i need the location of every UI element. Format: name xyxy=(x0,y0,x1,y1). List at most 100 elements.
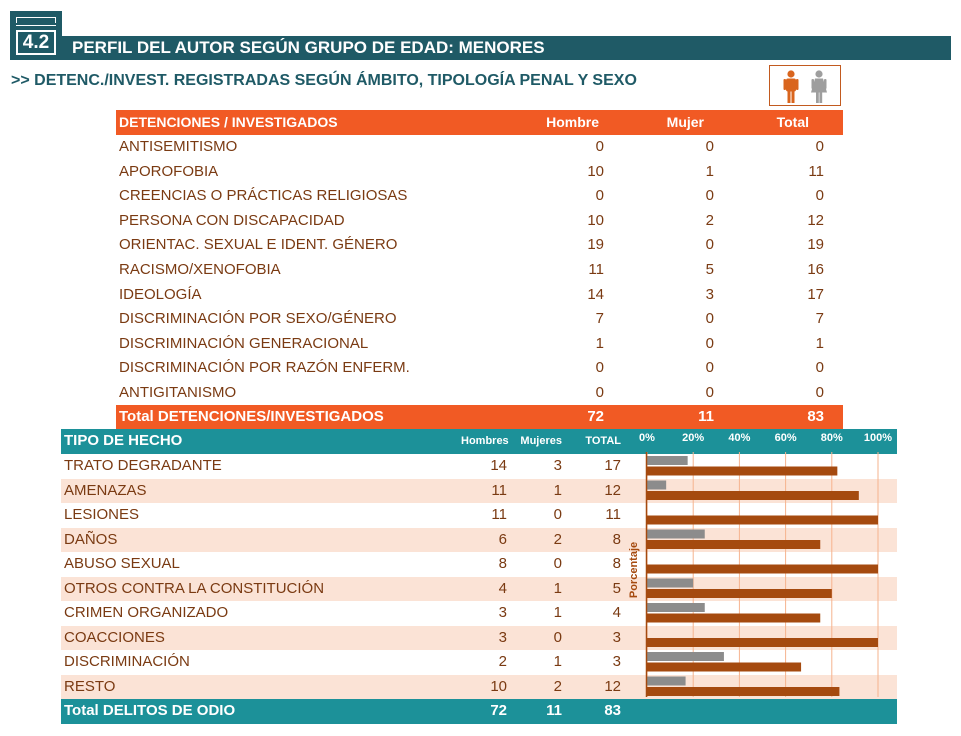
table1-row-label: ANTIGITANISMO xyxy=(119,384,237,401)
table1-row-label: IDEOLOGÍA xyxy=(119,285,202,303)
table2-row-total: 5 xyxy=(612,579,621,597)
table1-row-hombre: 19 xyxy=(587,236,604,254)
table2-row: RESTO 10 2 12 xyxy=(61,674,897,700)
table1-row-mujer: 0 xyxy=(705,187,714,205)
table2-row-mujeres: 2 xyxy=(553,530,562,548)
section-header-bar xyxy=(10,36,951,60)
table2-header-hombres: Hombres xyxy=(461,435,509,447)
table2-row-label: CRIMEN ORGANIZADO xyxy=(64,604,229,621)
table2-row: DISCRIMINACIÓN 2 1 3 xyxy=(61,650,897,675)
table1-row-hombre: 10 xyxy=(587,211,604,229)
table1-row: ORIENTAC. SEXUAL E IDENT. GÉNERO 19 0 19 xyxy=(116,233,843,258)
table2-row: ABUSO SEXUAL 8 0 8 xyxy=(61,552,897,577)
table2-row-mujeres: 0 xyxy=(553,628,562,646)
table1-header-total: Total xyxy=(776,114,809,130)
table2-total-total: 83 xyxy=(604,702,621,719)
page-title: PERFIL DEL AUTOR SEGÚN GRUPO DE EDAD: ME… xyxy=(72,38,545,57)
table2-row-total: 8 xyxy=(612,555,621,572)
male-icon xyxy=(783,70,799,103)
table2-row-mujeres: 2 xyxy=(553,677,562,695)
table1-row-total: 0 xyxy=(815,384,824,401)
table1-row: DISCRIMINACIÓN POR SEXO/GÉNERO 7 0 7 xyxy=(116,307,843,332)
table1-total-hombre: 72 xyxy=(587,408,604,425)
table2-row-hombres: 3 xyxy=(498,604,507,621)
table2-row: COACCIONES 3 0 3 xyxy=(61,625,897,651)
table1-row-label: RACISMO/XENOFOBIA xyxy=(119,261,281,278)
table1-row-mujer: 5 xyxy=(705,261,714,278)
table1-row-total: 7 xyxy=(815,310,824,328)
table1-row-hombre: 1 xyxy=(595,334,604,352)
table1-row-hombre: 0 xyxy=(595,187,604,205)
table2-row-total: 3 xyxy=(612,628,621,646)
table1-row-mujer: 0 xyxy=(705,359,714,377)
table1-row-label: ORIENTAC. SEXUAL E IDENT. GÉNERO xyxy=(119,236,398,254)
table1-row-label: CREENCIAS O PRÁCTICAS RELIGIOSAS xyxy=(119,187,408,205)
table2-row: DAÑOS 6 2 8 xyxy=(61,527,897,553)
table1-row: APOROFOBIA 10 1 11 xyxy=(116,160,843,185)
table2-row: CRIMEN ORGANIZADO 3 1 4 xyxy=(61,601,897,626)
table1-total-mujer: 11 xyxy=(698,408,714,425)
table1-row-label: DISCRIMINACIÓN POR SEXO/GÉNERO xyxy=(119,310,397,328)
table2-row-total: 17 xyxy=(604,457,621,474)
table2-row-mujeres: 0 xyxy=(553,506,562,523)
table1-row-label: DISCRIMINACIÓN POR RAZÓN ENFERM. xyxy=(119,359,410,377)
table1-header: DETENCIONES / INVESTIGADOS Hombre Mujer … xyxy=(116,110,843,135)
table1-header-label: DETENCIONES / INVESTIGADOS xyxy=(119,114,338,130)
table2-row-hombres: 8 xyxy=(498,555,507,572)
table2-row-mujeres: 0 xyxy=(553,555,562,572)
table1-row: IDEOLOGÍA 14 3 17 xyxy=(116,283,843,308)
table1-row-total: 19 xyxy=(807,236,824,254)
table2-row-hombres: 2 xyxy=(498,653,507,670)
table2-row-label: COACCIONES xyxy=(64,628,165,646)
table1-row-hombre: 14 xyxy=(587,285,604,303)
table1-row-label: PERSONA CON DISCAPACIDAD xyxy=(119,211,345,229)
female-icon xyxy=(811,70,827,103)
table1-row-mujer: 0 xyxy=(705,236,714,254)
table2-row-label: OTROS CONTRA LA CONSTITUCIÓN xyxy=(64,579,325,597)
table2-total-row: Total DELITOS DE ODIO 72 11 83 xyxy=(61,699,897,724)
table2-row-label: AMENAZAS xyxy=(64,481,147,499)
table2-row: TRATO DEGRADANTE 14 3 17 xyxy=(61,454,897,479)
table1-row-label: DISCRIMINACIÓN GENERACIONAL xyxy=(119,334,369,352)
table2-row: OTROS CONTRA LA CONSTITUCIÓN 4 1 5 xyxy=(61,576,897,602)
section-number: 4.2 xyxy=(16,30,56,55)
table1-row: ANTIGITANISMO 0 0 0 xyxy=(116,381,843,406)
table1-row-hombre: 10 xyxy=(587,162,604,180)
table1-row-total: 16 xyxy=(807,261,824,278)
table1-row: DISCRIMINACIÓN POR RAZÓN ENFERM. 0 0 0 xyxy=(116,356,843,381)
table2-row-total: 12 xyxy=(604,677,621,695)
table1-header-hombre: Hombre xyxy=(546,114,599,130)
gender-icons xyxy=(769,65,841,106)
table2-header-total: TOTAL xyxy=(585,435,621,447)
table2-row-hombres: 11 xyxy=(491,481,507,499)
table2-row-mujeres: 1 xyxy=(553,481,562,499)
table1-row-total: 17 xyxy=(807,285,824,303)
table2-row-total: 12 xyxy=(604,481,621,499)
table1-row-mujer: 0 xyxy=(705,138,714,155)
table1-header-mujer: Mujer xyxy=(666,114,704,130)
table2-row-label: ABUSO SEXUAL xyxy=(64,555,180,572)
table1-row-total: 0 xyxy=(815,138,824,155)
table2-header: TIPO DE HECHO Hombres Mujeres TOTAL xyxy=(61,429,897,454)
table1-row: DISCRIMINACIÓN GENERACIONAL 1 0 1 xyxy=(116,332,843,357)
table2-row-label: LESIONES xyxy=(64,506,140,523)
table1-total-label: Total DETENCIONES/INVESTIGADOS xyxy=(119,408,384,425)
table1-row-mujer: 0 xyxy=(705,384,714,401)
table2-total-hombres: 72 xyxy=(490,702,507,719)
table2-row-mujeres: 1 xyxy=(553,604,562,621)
table2-row-label: DISCRIMINACIÓN xyxy=(64,653,190,670)
table1-row-hombre: 0 xyxy=(595,138,604,155)
table2-row-hombres: 3 xyxy=(498,628,507,646)
table1-row-hombre: 7 xyxy=(595,310,604,328)
table1-row: PERSONA CON DISCAPACIDAD 10 2 12 xyxy=(116,209,843,234)
table2-row-label: DAÑOS xyxy=(64,530,118,548)
table1-row-total: 1 xyxy=(815,334,824,352)
table2-total-mujeres: 11 xyxy=(546,702,562,719)
table2-row-hombres: 14 xyxy=(490,457,507,474)
table2-row-mujeres: 1 xyxy=(553,579,562,597)
table2-row-label: RESTO xyxy=(64,677,116,695)
section-number-badge: 4.2 xyxy=(10,11,62,60)
table2-total-label: Total DELITOS DE ODIO xyxy=(64,702,236,719)
table2-row-total: 8 xyxy=(612,530,621,548)
table2-row-hombres: 4 xyxy=(498,579,507,597)
